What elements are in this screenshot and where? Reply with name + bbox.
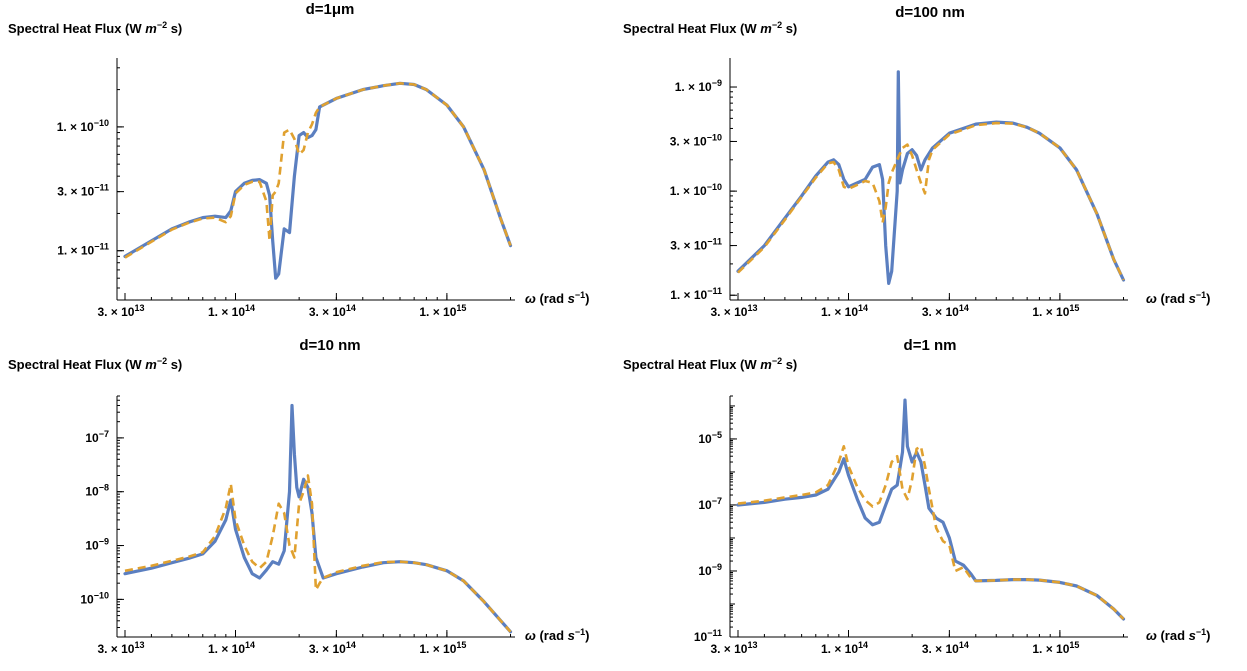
y-tick-label: 3. × 10−10	[670, 132, 722, 148]
x-tick-label: 1. × 1014	[208, 303, 255, 319]
y-tick-label: 10−8	[85, 483, 109, 499]
x-tick-label: 1. × 1015	[1032, 303, 1079, 319]
x-tick-label: 1. × 1015	[419, 640, 466, 656]
x-tick-label: 3. × 1013	[97, 640, 144, 656]
chart-panel-1: d=1μm Spectral Heat Flux (W m−2 s) ω (rad …	[8, 1, 590, 319]
panel-title: d=100 nm	[895, 4, 965, 21]
series-dashed-line	[737, 121, 1125, 281]
panel-title: d=1μm	[306, 1, 355, 18]
x-tick-label: 3. × 1013	[710, 640, 757, 656]
y-tick-label: 10−9	[85, 537, 109, 553]
panel-title: d=1 nm	[904, 337, 957, 354]
x-tick-label: 3. × 1014	[922, 303, 969, 319]
x-axis-label: ω (rad s−1)	[1146, 627, 1211, 643]
x-tick-label: 1. × 1014	[208, 640, 255, 656]
chart-panel-3: d=10 nm Spectral Heat Flux (W m−2 s) ω (ra…	[8, 337, 590, 656]
chart-panel-2: d=100 nm Spectral Heat Flux (W m−2 s) ω (r…	[623, 4, 1211, 319]
x-tick-label: 1. × 1014	[821, 303, 868, 319]
x-tick-label: 1. × 1015	[1032, 640, 1079, 656]
y-axis-label: Spectral Heat Flux (W m−2 s)	[623, 356, 797, 372]
y-tick-label: 1. × 10−10	[57, 118, 109, 134]
x-tick-label: 3. × 1013	[710, 303, 757, 319]
x-axis-label: ω (rad s−1)	[525, 290, 590, 306]
series-solid-line	[736, 70, 1126, 285]
series-dashed-line	[124, 474, 512, 633]
x-tick-label: 3. × 1014	[309, 303, 356, 319]
y-tick-label: 1. × 10−10	[670, 182, 722, 198]
chart-panel-4: d=1 nm Spectral Heat Flux (W m−2 s) ω (rad…	[623, 337, 1211, 656]
panel-title: d=10 nm	[299, 337, 360, 354]
series-solid-line	[736, 398, 1126, 621]
y-tick-label: 10−5	[698, 430, 722, 446]
x-tick-label: 3. × 1014	[309, 640, 356, 656]
y-axis-label: Spectral Heat Flux (W m−2 s)	[8, 356, 182, 372]
y-tick-label: 10−11	[694, 628, 722, 644]
series-dashed-line	[124, 82, 512, 259]
x-tick-label: 1. × 1014	[821, 640, 868, 656]
y-tick-label: 10−7	[698, 496, 722, 512]
series-dashed-line	[737, 445, 1125, 620]
y-tick-label: 10−9	[698, 562, 722, 578]
y-tick-label: 10−10	[80, 590, 109, 606]
y-axis-label: Spectral Heat Flux (W m−2 s)	[623, 20, 797, 36]
y-tick-label: 10−7	[85, 429, 109, 445]
y-tick-label: 1. × 10−11	[670, 286, 722, 302]
y-tick-label: 3. × 10−11	[670, 237, 722, 253]
x-axis-label: ω (rad s−1)	[525, 627, 590, 643]
x-tick-label: 1. × 1015	[419, 303, 466, 319]
x-tick-label: 3. × 1013	[97, 303, 144, 319]
y-axis-label: Spectral Heat Flux (W m−2 s)	[8, 20, 182, 36]
x-tick-label: 3. × 1014	[922, 640, 969, 656]
y-tick-label: 1. × 10−11	[57, 242, 109, 258]
x-axis-label: ω (rad s−1)	[1146, 290, 1211, 306]
y-tick-label: 3. × 10−11	[57, 183, 109, 199]
y-tick-label: 1. × 10−9	[675, 78, 722, 94]
series-solid-line	[123, 403, 513, 634]
